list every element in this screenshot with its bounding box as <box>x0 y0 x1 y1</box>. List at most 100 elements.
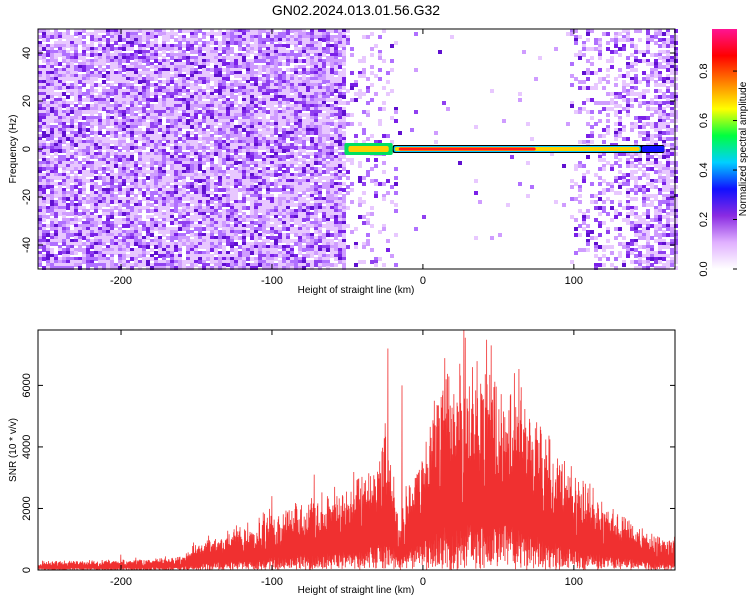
heatmap-cell <box>202 41 206 45</box>
heatmap-cell <box>302 125 306 129</box>
heatmap-cell <box>94 191 98 195</box>
heatmap-cell <box>254 260 258 264</box>
heatmap-cell <box>90 110 94 114</box>
heatmap-cell <box>230 125 234 129</box>
heatmap-cell <box>262 152 266 156</box>
heatmap-cell <box>66 29 70 33</box>
heatmap-cell <box>158 128 162 132</box>
heatmap-cell <box>58 122 62 126</box>
heatmap-cell <box>122 125 126 129</box>
heatmap-cell <box>118 170 122 174</box>
heatmap-cell <box>274 35 278 39</box>
heatmap-cell <box>170 155 174 159</box>
heatmap-cell <box>314 191 318 195</box>
heatmap-cell <box>158 74 162 78</box>
heatmap-cell <box>46 179 50 183</box>
heatmap-cell <box>274 266 278 270</box>
heatmap-cell <box>286 50 290 54</box>
heatmap-cell <box>50 191 54 195</box>
heatmap-cell <box>330 164 334 168</box>
heatmap-cell <box>194 119 198 123</box>
heatmap-cell <box>290 239 294 243</box>
heatmap-cell <box>270 200 274 204</box>
heatmap-cell <box>90 206 94 210</box>
heatmap-cell <box>186 254 190 258</box>
heatmap-cell <box>262 170 266 174</box>
heatmap-cell <box>206 221 210 225</box>
heatmap-cell <box>66 230 70 234</box>
heatmap-cell <box>130 251 134 255</box>
heatmap-cell <box>222 146 226 150</box>
heatmap-cell <box>142 239 146 243</box>
heatmap-cell <box>270 245 274 249</box>
heatmap-cell <box>174 83 178 87</box>
heatmap-cell <box>170 119 174 123</box>
heatmap-cell <box>158 83 162 87</box>
heatmap-cell <box>250 32 254 36</box>
heatmap-cell <box>82 236 86 240</box>
heatmap-cell <box>294 47 298 51</box>
heatmap-cell <box>50 176 54 180</box>
heatmap-cell <box>46 194 50 198</box>
heatmap-cell <box>146 116 150 120</box>
heatmap-cell <box>162 239 166 243</box>
heatmap-cell <box>146 56 150 60</box>
heatmap-cell <box>258 89 262 93</box>
heatmap-cell <box>322 122 326 126</box>
heatmap-cell <box>274 179 278 183</box>
heatmap-cell <box>238 209 242 213</box>
heatmap-cell <box>58 251 62 255</box>
heatmap-cell <box>226 257 230 261</box>
heatmap-cell <box>214 185 218 189</box>
heatmap-cell <box>282 149 286 153</box>
heatmap-cell <box>318 47 322 51</box>
heatmap-cell <box>114 128 118 132</box>
heatmap-cell <box>178 35 182 39</box>
heatmap-cell <box>266 68 270 72</box>
heatmap-cell <box>158 188 162 192</box>
heatmap-cell <box>134 95 138 99</box>
heatmap-cell <box>154 110 158 114</box>
heatmap-cell <box>154 104 158 108</box>
heatmap-cell <box>202 200 206 204</box>
heatmap-cell <box>310 215 314 219</box>
heatmap-cell <box>270 89 274 93</box>
heatmap-cell <box>286 86 290 90</box>
heatmap-cell <box>38 233 42 237</box>
heatmap-cell <box>194 29 198 33</box>
heatmap-cell <box>186 77 190 81</box>
heatmap-cell <box>318 251 322 255</box>
heatmap-cell <box>126 116 130 120</box>
heatmap-cell <box>310 125 314 129</box>
heatmap-cell <box>58 203 62 207</box>
heatmap-cell <box>278 98 282 102</box>
heatmap-cell <box>154 176 158 180</box>
heatmap-cell <box>166 242 170 246</box>
heatmap-cell <box>314 182 318 186</box>
heatmap-cell <box>290 38 294 42</box>
heatmap-cell <box>82 242 86 246</box>
heatmap-cell <box>102 155 106 159</box>
heatmap-cell <box>70 161 74 165</box>
heatmap-cell <box>50 173 54 177</box>
heatmap-cell <box>286 263 290 267</box>
heatmap-cell <box>314 260 318 264</box>
heatmap-cell <box>146 155 150 159</box>
heatmap-cell <box>274 59 278 63</box>
heatmap-cell <box>250 68 254 72</box>
heatmap-cell <box>166 266 170 270</box>
heatmap-cell <box>150 119 154 123</box>
heatmap-cell <box>130 158 134 162</box>
heatmap-cell <box>154 77 158 81</box>
heatmap-cell <box>42 107 46 111</box>
heatmap-cell <box>298 230 302 234</box>
heatmap-cell <box>90 218 94 222</box>
heatmap-cell <box>314 251 318 255</box>
heatmap-cell <box>158 194 162 198</box>
heatmap-cell <box>130 29 134 33</box>
heatmap-cell <box>66 68 70 72</box>
heatmap-cell <box>322 50 326 54</box>
heatmap-cell <box>170 260 174 264</box>
heatmap-cell <box>234 212 238 216</box>
heatmap-cell <box>258 101 262 105</box>
